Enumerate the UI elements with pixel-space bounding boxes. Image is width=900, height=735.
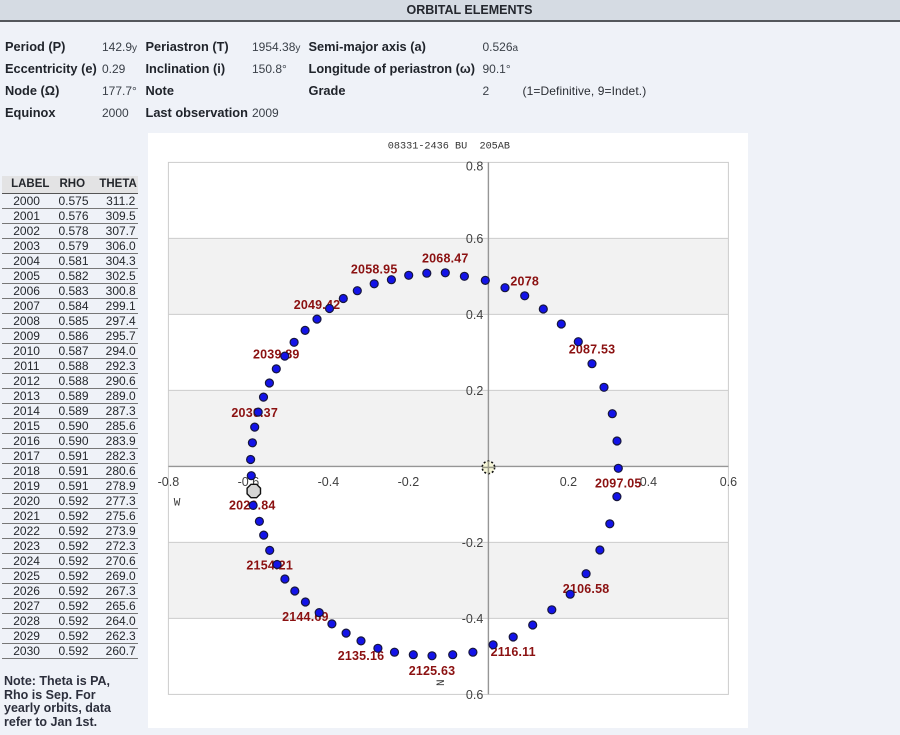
- svg-text:0.4: 0.4: [466, 308, 483, 322]
- svg-text:2135.16: 2135.16: [338, 649, 385, 663]
- svg-text:2058.95: 2058.95: [351, 263, 398, 277]
- svg-text:0.2: 0.2: [466, 384, 483, 398]
- svg-text:2078: 2078: [510, 275, 539, 289]
- svg-text:0.2: 0.2: [560, 475, 577, 489]
- svg-text:0.6: 0.6: [720, 475, 737, 489]
- svg-text:0.4: 0.4: [640, 475, 657, 489]
- svg-text:2116.11: 2116.11: [491, 645, 536, 659]
- svg-text:0.8: 0.8: [466, 159, 483, 173]
- svg-text:08331-2436 BU 205AB: 08331-2436 BU 205AB: [388, 142, 510, 153]
- svg-text:-0.4: -0.4: [318, 475, 340, 489]
- svg-text:N: N: [436, 679, 448, 686]
- svg-text:W: W: [174, 498, 181, 510]
- svg-text:2097.05: 2097.05: [595, 477, 642, 491]
- svg-text:2154.21: 2154.21: [246, 559, 293, 573]
- svg-text:-0.2: -0.2: [398, 475, 420, 489]
- svg-text:0.6: 0.6: [466, 232, 483, 246]
- svg-text:-0.2: -0.2: [462, 536, 484, 550]
- svg-text:2087.53: 2087.53: [569, 343, 616, 357]
- svg-text:0.6: 0.6: [466, 688, 483, 702]
- svg-text:-0.4: -0.4: [462, 612, 484, 626]
- svg-text:-0.8: -0.8: [158, 475, 180, 489]
- svg-text:2125.63: 2125.63: [409, 664, 456, 678]
- svg-text:2068.47: 2068.47: [422, 252, 469, 266]
- svg-text:2039.89: 2039.89: [253, 348, 300, 362]
